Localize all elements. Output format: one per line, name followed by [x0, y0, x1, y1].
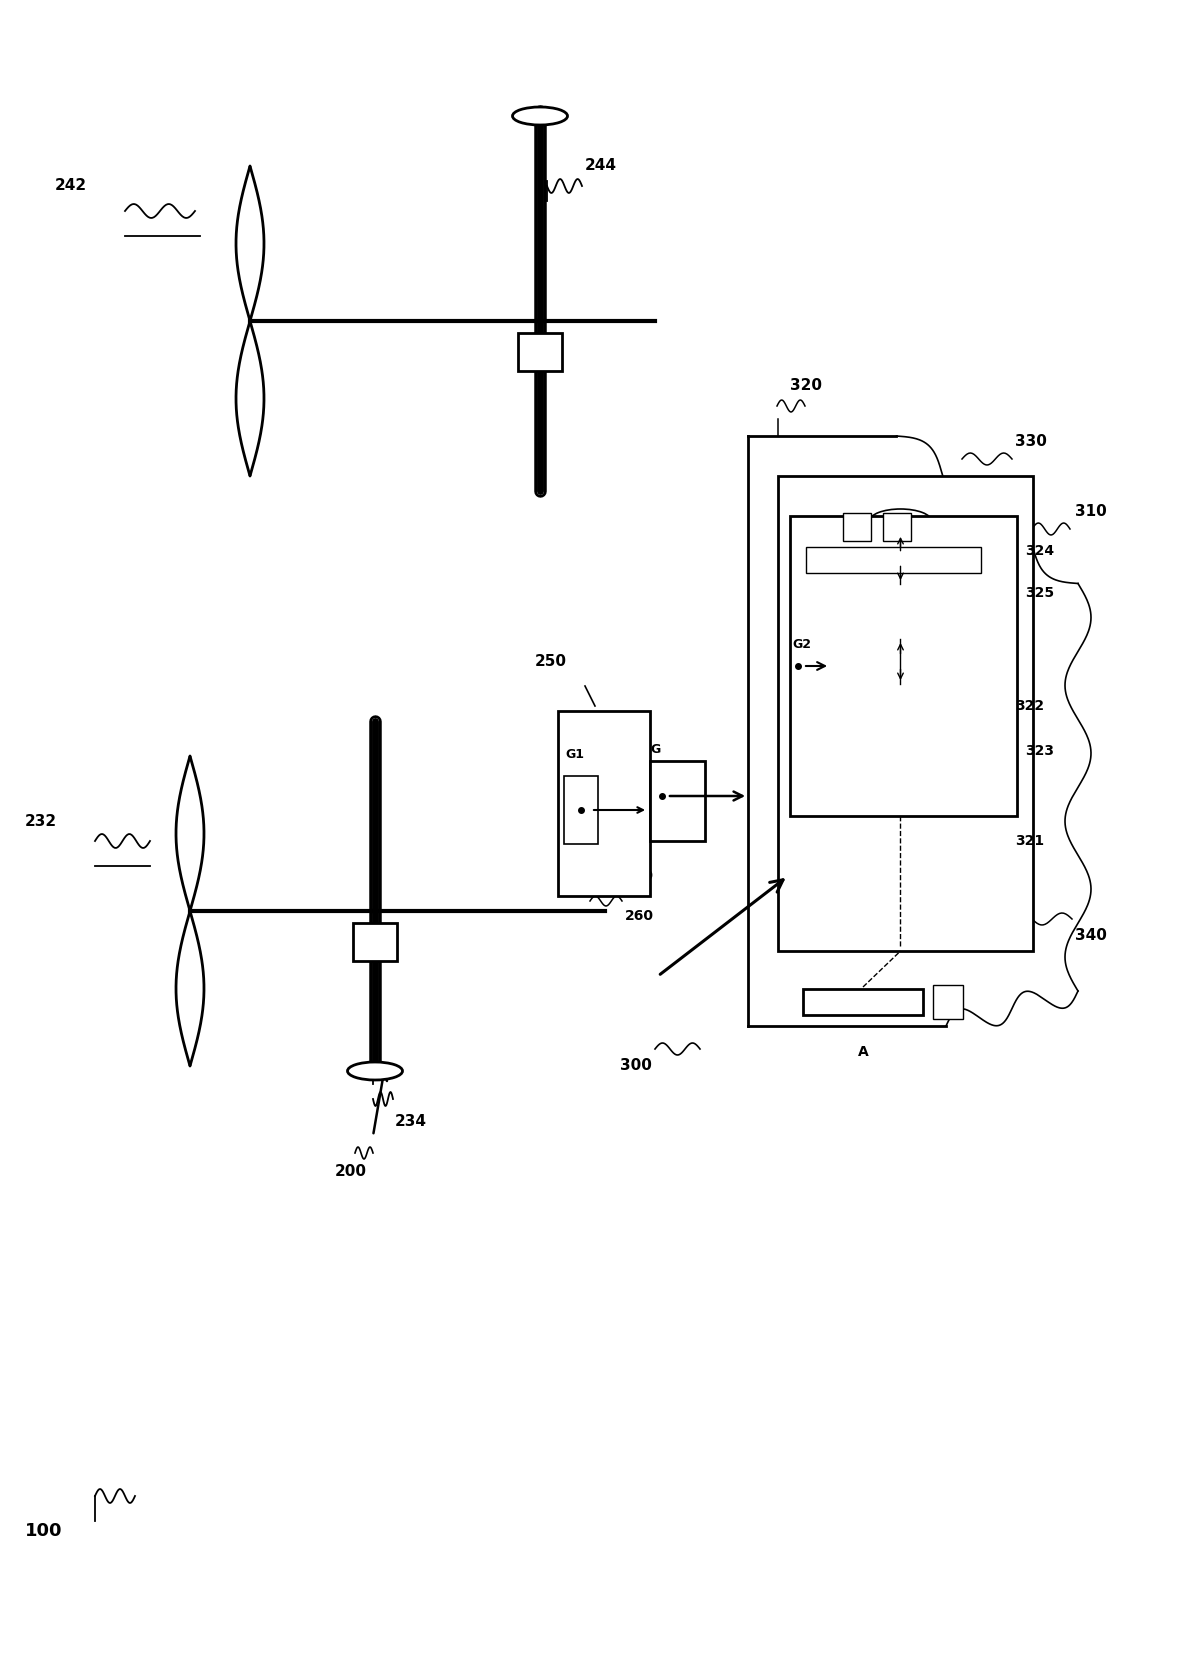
Text: 310: 310 — [1075, 503, 1107, 518]
Text: 260: 260 — [625, 909, 655, 922]
Text: 321: 321 — [1015, 834, 1044, 847]
Ellipse shape — [348, 1063, 403, 1079]
Ellipse shape — [870, 510, 931, 533]
Bar — [790, 516, 1017, 815]
Text: 320: 320 — [790, 379, 822, 393]
Ellipse shape — [868, 615, 933, 640]
Bar — [843, 513, 871, 541]
Bar — [353, 922, 397, 961]
Text: 300: 300 — [620, 1058, 652, 1073]
Text: G: G — [650, 744, 661, 755]
Text: 340: 340 — [1075, 929, 1107, 944]
Text: 330: 330 — [1015, 433, 1047, 448]
Ellipse shape — [512, 107, 568, 125]
Text: 232: 232 — [25, 814, 57, 829]
Bar — [778, 476, 1034, 951]
Bar — [805, 546, 981, 573]
Text: 270: 270 — [625, 869, 655, 882]
Text: 325: 325 — [1025, 587, 1054, 600]
Bar — [518, 333, 562, 371]
Bar — [564, 775, 598, 844]
Ellipse shape — [870, 583, 931, 608]
Bar — [933, 984, 963, 1019]
Ellipse shape — [871, 765, 930, 789]
Ellipse shape — [871, 635, 930, 657]
Bar — [883, 513, 911, 541]
Text: 100: 100 — [25, 1522, 63, 1541]
Text: A: A — [858, 1044, 868, 1059]
Text: G2: G2 — [792, 638, 811, 652]
Text: 250: 250 — [535, 653, 567, 668]
Text: G1: G1 — [565, 749, 584, 760]
Text: 234: 234 — [394, 1113, 426, 1128]
Bar — [650, 760, 704, 841]
Text: 322: 322 — [1015, 698, 1044, 714]
Bar — [558, 710, 650, 896]
Text: 200: 200 — [335, 1163, 367, 1178]
Bar — [803, 989, 923, 1014]
Text: 242: 242 — [55, 179, 87, 194]
Text: 324: 324 — [1025, 545, 1054, 558]
Text: 244: 244 — [584, 159, 617, 174]
Ellipse shape — [868, 683, 933, 709]
Text: 323: 323 — [1025, 744, 1054, 759]
